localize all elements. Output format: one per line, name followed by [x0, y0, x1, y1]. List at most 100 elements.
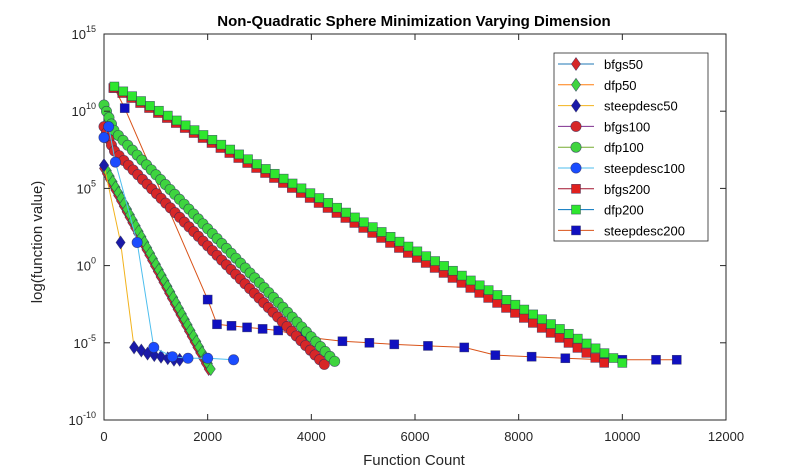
legend-label: steepdesc200 [604, 223, 685, 238]
legend: bfgs50 dfp50 steepdesc50 bfgs100 dfp100 steep… [553, 52, 709, 242]
data-point-dfp200 [207, 135, 218, 145]
data-point-dfp200 [359, 217, 369, 228]
data-point-steepdesc200 [560, 353, 571, 364]
data-point-steepdesc200 [423, 341, 433, 351]
y-tick-exponent: -10 [83, 410, 96, 420]
legend-marker [571, 77, 581, 92]
data-point-dfp200 [519, 304, 530, 315]
data-point-dfp200 [127, 91, 137, 101]
data-point-dfp200 [457, 270, 467, 281]
legend-marker [571, 204, 581, 215]
data-point-dfp200 [180, 120, 191, 131]
data-point-dfp200 [261, 164, 271, 174]
x-tick-label: 4000 [297, 429, 326, 444]
data-point-dfp200 [234, 149, 244, 160]
legend-item-dfp200: dfp200 [558, 203, 644, 218]
legend-marker [571, 56, 581, 72]
data-point-dfp200 [225, 144, 236, 155]
data-point-dfp200 [510, 299, 521, 310]
data-point-steepdesc200 [337, 336, 348, 347]
legend-item-bfgs50: bfgs50 [558, 56, 643, 72]
data-point-dfp200 [243, 154, 253, 165]
data-point-dfp200 [278, 173, 289, 184]
legend-label: dfp200 [604, 203, 644, 218]
y-axis-label: log(function value) [29, 181, 46, 304]
data-point-dfp200 [564, 328, 574, 339]
data-point-dfp200 [269, 168, 280, 179]
data-point-bfgs200 [599, 358, 609, 368]
data-point-steepdesc100 [98, 131, 110, 143]
series-layer [98, 81, 682, 377]
data-point-dfp200 [581, 338, 592, 349]
data-point-steepdesc200 [671, 354, 682, 365]
data-point-dfp200 [198, 130, 209, 140]
y-tick-label: 1010 [72, 101, 96, 119]
data-point-steepdesc50 [99, 158, 109, 173]
data-point-steepdesc50 [115, 235, 126, 250]
y-tick-label: 1015 [72, 24, 96, 42]
data-point-bfgs200 [519, 313, 529, 323]
data-point-steepdesc200 [526, 351, 537, 362]
legend-label: steepdesc50 [604, 99, 678, 114]
legend-marker [570, 141, 582, 153]
data-point-dfp100 [329, 355, 341, 367]
y-tick-exponent: 0 [91, 256, 96, 266]
data-point-steepdesc50 [129, 340, 140, 355]
legend-marker [571, 184, 581, 194]
legend-item-steepdesc100: steepdesc100 [558, 161, 685, 176]
data-point-bfgs200 [501, 303, 511, 313]
series-dfp200 [109, 81, 628, 368]
data-point-dfp200 [136, 96, 146, 106]
data-point-dfp200 [528, 309, 539, 320]
data-point-dfp200 [555, 324, 565, 334]
data-point-bfgs200 [510, 308, 520, 318]
data-point-steepdesc200 [242, 322, 252, 333]
series-dfp100 [98, 99, 341, 367]
x-tick-label: 6000 [401, 429, 430, 444]
data-point-dfp200 [385, 232, 396, 242]
data-point-dfp200 [608, 353, 619, 363]
legend-marker [570, 120, 582, 132]
y-tick-base: 10 [74, 336, 88, 351]
data-point-bfgs200 [581, 348, 592, 358]
data-point-dfp200 [118, 86, 129, 97]
y-tick-base: 10 [72, 27, 86, 42]
legend-label: steepdesc100 [604, 161, 685, 176]
data-point-steepdesc100 [148, 341, 160, 353]
data-point-dfp200 [189, 125, 200, 135]
data-point-steepdesc100 [131, 236, 143, 248]
data-point-dfp200 [154, 105, 164, 116]
legend-item-dfp50: dfp50 [558, 77, 637, 93]
data-point-dfp200 [421, 251, 432, 262]
x-tick-label: 12000 [708, 429, 744, 444]
legend-marker [571, 225, 581, 236]
data-point-dfp200 [350, 212, 360, 223]
data-point-steepdesc100 [109, 156, 121, 168]
data-point-steepdesc200 [273, 325, 283, 336]
data-point-steepdesc100 [103, 121, 115, 133]
x-tick-label: 8000 [504, 429, 533, 444]
data-point-dfp200 [466, 275, 476, 286]
series-steepdesc100 [98, 121, 240, 366]
legend-item-steepdesc200: steepdesc200 [558, 223, 685, 238]
legend-label: dfp50 [604, 78, 637, 93]
data-point-bfgs200 [554, 333, 565, 343]
data-point-dfp200 [332, 202, 342, 213]
data-point-dfp200 [599, 348, 610, 358]
y-tick-exponent: 5 [91, 178, 96, 188]
y-tick-exponent: 10 [86, 101, 96, 111]
legend-item-steepdesc50: steepdesc50 [558, 98, 678, 114]
y-tick-label: 10-10 [69, 410, 96, 428]
legend-item-bfgs200: bfgs200 [558, 182, 650, 197]
legend-label: bfgs200 [604, 182, 650, 197]
y-tick-label: 10-5 [74, 333, 96, 351]
data-point-dfp200 [376, 227, 387, 237]
data-point-dfp200 [287, 178, 298, 189]
data-point-steepdesc100 [228, 354, 240, 366]
y-tick-base: 10 [72, 104, 86, 119]
data-point-steepdesc200 [202, 294, 213, 305]
data-point-dfp200 [252, 159, 262, 169]
data-point-steepdesc200 [651, 354, 661, 365]
data-point-dfp200 [439, 261, 449, 271]
data-point-bfgs200 [545, 328, 556, 338]
